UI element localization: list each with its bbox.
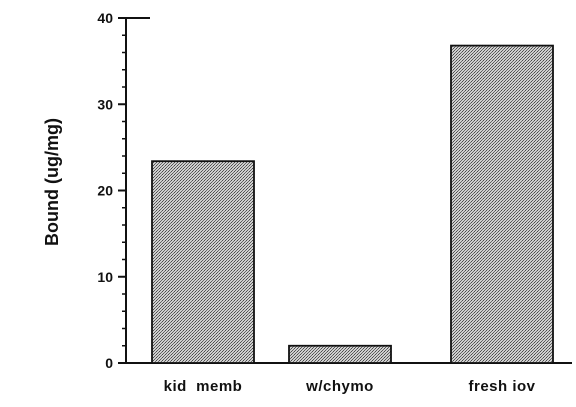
- y-tick-label: 0: [105, 355, 113, 371]
- plot-area: 0 10 20 30 40 kid memb w/chymo fresh iov: [97, 10, 572, 395]
- y-tick-label: 30: [97, 96, 113, 112]
- bar: [288, 344, 392, 364]
- x-category-label: kid memb: [164, 378, 243, 395]
- bar: [450, 44, 554, 364]
- y-tick-label: 40: [97, 10, 113, 26]
- y-axis-title: Bound (ug/mg): [42, 118, 62, 246]
- bar: [151, 160, 255, 364]
- y-tick-label: 10: [97, 269, 113, 285]
- x-category-label: w/chymo: [305, 378, 374, 395]
- x-category-label: fresh iov: [468, 378, 535, 395]
- y-tick-label: 20: [97, 183, 113, 199]
